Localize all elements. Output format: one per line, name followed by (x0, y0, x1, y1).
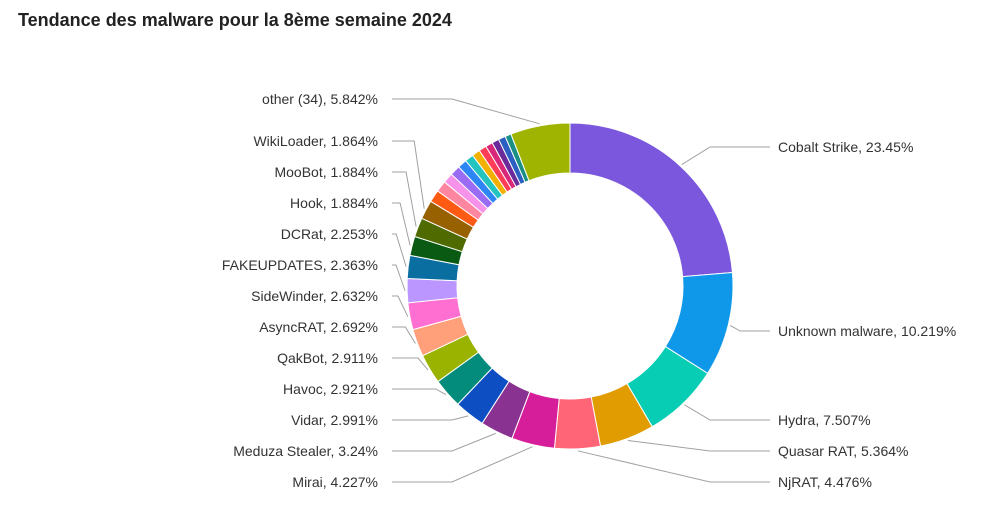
leader-line (392, 233, 407, 267)
leader-line (392, 432, 496, 452)
slice-label: SideWinder, 2.632% (251, 288, 378, 304)
slice-label: Vidar, 2.991% (291, 412, 378, 428)
leader-line (392, 202, 411, 246)
slice-label: Meduza Stealer, 3.24% (233, 443, 378, 459)
slice-labels: Cobalt Strike, 23.45% Unknown malware, 10… (222, 91, 956, 490)
leader-line (392, 171, 417, 227)
leader-line (392, 357, 429, 371)
leader-line (392, 446, 533, 483)
leader-line (392, 98, 540, 125)
leader-line (627, 440, 770, 452)
slice-label: Hydra, 7.507% (778, 412, 871, 428)
leader-line (684, 404, 770, 421)
slice-cobalt-strike[interactable] (569, 122, 733, 278)
leader-line (392, 295, 409, 317)
slice-label: other (34), 5.842% (262, 91, 378, 107)
slice-label: Mirai, 4.227% (292, 474, 378, 490)
leader-line (392, 415, 469, 421)
chart-title: Tendance des malware pour la 8ème semain… (18, 10, 452, 30)
leader-line (729, 325, 770, 332)
leader-line (577, 450, 770, 483)
leader-line (392, 388, 447, 396)
donut-slices (406, 122, 734, 450)
slice-label: Hook, 1.884% (290, 195, 378, 211)
slice-other-34[interactable] (510, 122, 571, 182)
slice-label: Quasar RAT, 5.364% (778, 443, 908, 459)
slice-label: Havoc, 2.921% (283, 381, 378, 397)
slice-label: MooBot, 1.884% (274, 164, 378, 180)
slice-label: QakBot, 2.911% (277, 350, 378, 366)
slice-label: FAKEUPDATES, 2.363% (222, 257, 378, 273)
leader-lines (392, 98, 770, 483)
slice-label: Unknown malware, 10.219% (778, 323, 956, 339)
slice-label: DCRat, 2.253% (281, 226, 378, 242)
leader-line (681, 146, 770, 166)
leader-line (392, 264, 406, 291)
slice-label: WikiLoader, 1.864% (253, 133, 378, 149)
leader-line (392, 326, 416, 344)
slice-label: AsyncRAT, 2.692% (259, 319, 378, 335)
slice-label: NjRAT, 4.476% (778, 474, 872, 490)
leader-line (392, 140, 425, 209)
slice-label: Cobalt Strike, 23.45% (778, 139, 913, 155)
